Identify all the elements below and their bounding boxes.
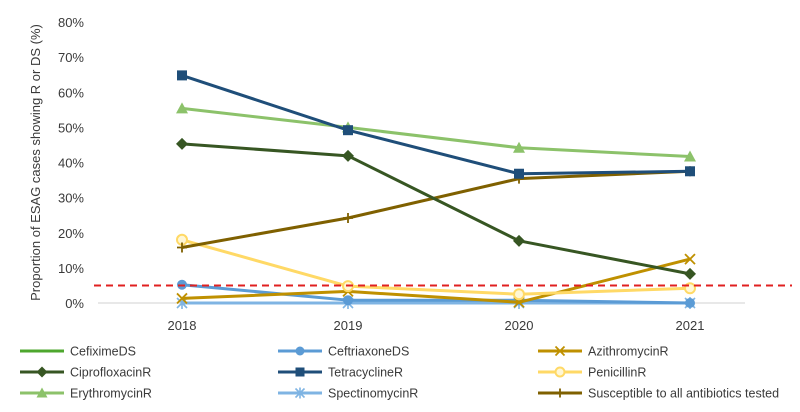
data-point [176, 102, 188, 114]
legend-item-ciprofloxacinr: CiprofloxacinR [20, 366, 151, 380]
data-point [177, 70, 187, 81]
data-point [684, 150, 696, 162]
series-tetracycliner [177, 70, 695, 179]
legend-item-susceptible-to-all-antibiotics-tested: Susceptible to all antibiotics tested [538, 387, 779, 401]
y-tick-label: 50% [58, 120, 84, 135]
data-point [514, 168, 524, 179]
x-axis-ticks: 2018 2019 2020 2021 [168, 318, 705, 333]
legend: CefiximeDS CeftriaxoneDS AzithromycinR Cipr… [20, 345, 779, 401]
series-line [181, 257, 691, 304]
y-axis-title: Proportion of ESAG cases showing R or DS… [28, 24, 43, 301]
data-point [343, 295, 353, 306]
x-tick-label: 2020 [505, 318, 534, 333]
y-tick-label: 80% [58, 15, 84, 30]
data-point [685, 166, 695, 177]
data-point [513, 234, 525, 247]
legend-item-azithromycinr: AzithromycinR [538, 345, 669, 359]
legend-label: SpectinomycinR [328, 387, 418, 401]
y-tick-label: 20% [58, 226, 84, 241]
data-point [342, 149, 354, 162]
data-point [176, 137, 188, 150]
y-tick-label: 30% [58, 191, 84, 206]
legend-marker [555, 388, 565, 398]
series-ciprofloxacinr [176, 137, 696, 280]
series-line [181, 283, 691, 305]
legend-label: Susceptible to all antibiotics tested [588, 387, 779, 401]
series-line [181, 106, 691, 159]
legend-item-ceftriaxoneds: CeftriaxoneDS [278, 345, 409, 359]
legend-item-spectinomycinr: SpectinomycinR [278, 387, 418, 401]
legend-marker [554, 345, 566, 357]
y-tick-label: 40% [58, 156, 84, 171]
legend-marker [36, 366, 48, 378]
series-line [181, 169, 691, 249]
legend-item-tetracycliner: TetracyclineR [278, 366, 403, 380]
data-point [513, 288, 525, 301]
legend-label: PenicillinR [588, 366, 646, 380]
y-tick-label: 10% [58, 261, 84, 276]
legend-label: CeftriaxoneDS [328, 345, 409, 359]
data-point [684, 267, 696, 280]
series-penicillinr [176, 233, 696, 301]
y-tick-label: 60% [58, 85, 84, 100]
data-point [685, 298, 695, 308]
legend-marker [554, 366, 566, 378]
legend-marker [294, 387, 306, 399]
data-point [343, 125, 353, 136]
data-point [176, 292, 188, 305]
legend-marker [295, 367, 305, 377]
data-point [684, 253, 696, 265]
series-layer [176, 70, 696, 309]
series-line [181, 142, 691, 276]
series-susceptible-to-all-antibiotics-tested [177, 166, 695, 253]
legend-marker [295, 346, 305, 356]
data-point [343, 212, 353, 223]
legend-item-erythromycinr: ErythromycinR [20, 387, 152, 401]
y-axis-ticks: 0% 10% 20% 30% 40% 50% 60% 70% 80% [58, 15, 84, 311]
x-tick-label: 2018 [168, 318, 197, 333]
data-point [177, 242, 187, 253]
legend-label: CiprofloxacinR [70, 366, 151, 380]
x-tick-label: 2019 [334, 318, 363, 333]
legend-label: CefiximeDS [70, 345, 136, 359]
legend-label: AzithromycinR [588, 345, 669, 359]
legend-label: TetracyclineR [328, 366, 403, 380]
legend-item-penicillinr: PenicillinR [538, 366, 646, 380]
series-line [181, 238, 691, 296]
y-tick-label: 0% [65, 296, 84, 311]
y-tick-label: 70% [58, 50, 84, 65]
legend-item-cefiximeds: CefiximeDS [20, 345, 136, 359]
x-tick-label: 2021 [676, 318, 705, 333]
series-line [181, 73, 691, 176]
legend-marker [36, 387, 48, 398]
data-point [513, 141, 525, 153]
legend-label: ErythromycinR [70, 387, 152, 401]
